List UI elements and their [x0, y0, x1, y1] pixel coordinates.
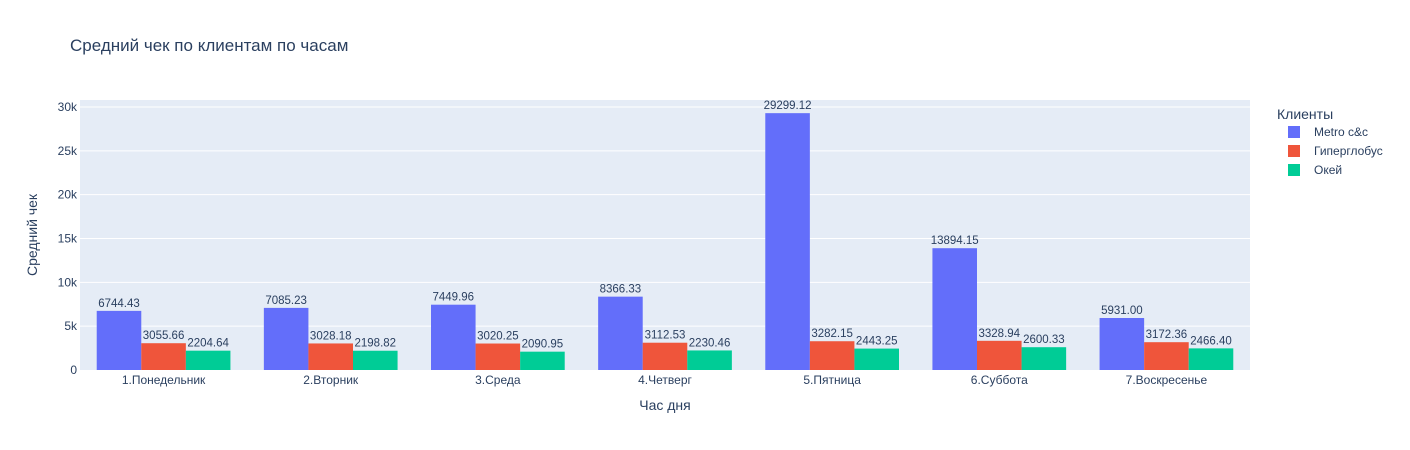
bar-value-label: 3055.66: [143, 330, 185, 342]
bar: [475, 343, 521, 370]
bar: [185, 350, 231, 370]
bar: [1021, 347, 1067, 370]
bar-value-label: 3112.53: [645, 330, 686, 342]
x-tick-label: 1.Понедельник: [122, 373, 206, 387]
y-tick-label: 25k: [58, 144, 78, 158]
bar: [1188, 348, 1234, 370]
bar: [308, 343, 353, 370]
bar-value-label: 2600.33: [1023, 334, 1065, 346]
legend-swatch: [1288, 164, 1300, 176]
bar: [141, 343, 186, 370]
bar: [263, 307, 309, 370]
bar: [598, 296, 643, 370]
y-tick-label: 30k: [58, 100, 78, 114]
legend-swatch: [1288, 126, 1300, 138]
bar: [96, 310, 142, 370]
bar: [809, 341, 855, 370]
y-tick-label: 5k: [64, 319, 78, 333]
bar-value-label: 13894.15: [931, 235, 979, 247]
y-tick-label: 15k: [58, 232, 78, 246]
bar-value-label: 2443.25: [856, 336, 898, 348]
x-axis-title: Час дня: [639, 397, 691, 413]
bar-value-label: 3172.36: [1146, 329, 1188, 341]
bar-value-label: 2204.64: [187, 338, 229, 350]
bar-value-label: 6744.43: [98, 298, 140, 310]
x-tick-label: 4.Четверг: [638, 373, 692, 387]
bar-value-label: 2090.95: [522, 339, 564, 351]
bar: [642, 342, 688, 370]
legend-item-label[interactable]: Гиперглобус: [1314, 144, 1383, 158]
y-tick-labels: 0 5k 10k 15k 20k 25k 30k: [58, 100, 78, 377]
bar: [520, 351, 565, 370]
bar: [353, 350, 398, 370]
y-axis-title: Средний чек: [24, 193, 40, 276]
legend-item-label[interactable]: Окей: [1314, 163, 1342, 177]
bar-value-label: 3328.94: [978, 328, 1020, 340]
bar: [854, 348, 899, 370]
x-tick-label: 6.Суббота: [971, 373, 1028, 387]
bar-value-label: 2198.82: [354, 338, 396, 350]
y-tick-label: 20k: [58, 188, 78, 202]
bar-value-label: 29299.12: [764, 100, 812, 112]
bar: [932, 248, 977, 370]
bar: [687, 350, 732, 370]
bar-value-label: 3028.18: [310, 330, 352, 342]
bar-value-label: 7449.96: [432, 292, 474, 304]
bar-value-label: 3020.25: [477, 331, 519, 343]
bar-value-label: 8366.33: [600, 284, 642, 296]
x-tick-labels: 1.Понедельник 2.Вторник 3.Среда 4.Четверг 5.…: [122, 373, 1208, 387]
chart-title: Средний чек по клиентам по часам: [70, 36, 348, 55]
x-tick-label: 7.Воскресенье: [1126, 373, 1208, 387]
bar-value-label: 5931.00: [1101, 305, 1143, 317]
x-tick-label: 2.Вторник: [303, 373, 359, 387]
y-tick-label: 0: [70, 363, 77, 377]
bar: [977, 340, 1022, 370]
bar-value-label: 2466.40: [1190, 335, 1232, 347]
legend-title: Клиенты: [1277, 106, 1333, 122]
legend: Клиенты Metro c&c Гиперглобус Окей: [1277, 106, 1383, 177]
y-tick-label: 10k: [58, 275, 78, 289]
x-tick-label: 3.Среда: [475, 373, 521, 387]
bar-value-label: 7085.23: [265, 295, 307, 307]
bars: [96, 113, 1234, 370]
legend-swatch: [1288, 145, 1300, 157]
legend-items: Metro c&c Гиперглобус Окей: [1288, 125, 1383, 177]
bar: [1144, 342, 1189, 370]
bar: [431, 304, 476, 370]
bar-value-label: 2230.46: [689, 337, 731, 349]
bar: [1099, 318, 1145, 370]
legend-item-label[interactable]: Metro c&c: [1314, 125, 1368, 139]
x-tick-label: 5.Пятница: [803, 373, 861, 387]
bar-value-label: 3282.15: [811, 328, 853, 340]
bar: [765, 113, 810, 370]
